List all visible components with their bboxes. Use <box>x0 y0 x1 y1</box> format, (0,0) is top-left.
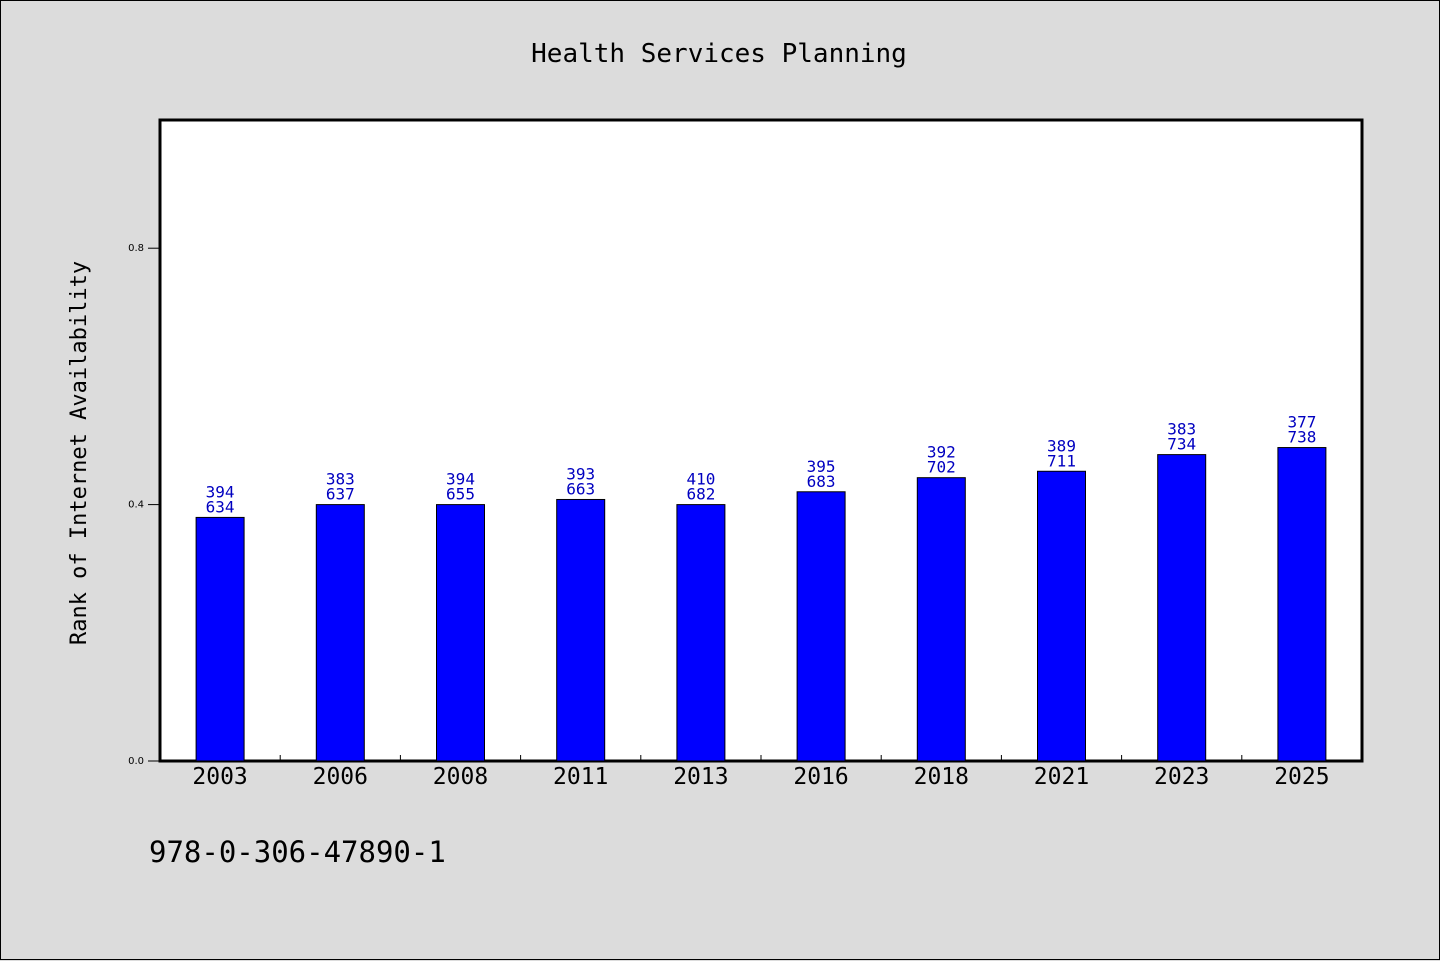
data-label-bottom-2021: 711 <box>1047 451 1076 470</box>
data-label-top-2025: 377 <box>1287 413 1316 432</box>
y-tick-label-2: 0.8 <box>128 243 144 254</box>
x-tick-label-2003: 2003 <box>192 764 247 790</box>
x-tick-label-2008: 2008 <box>433 764 488 790</box>
data-label-bottom-2003: 634 <box>206 497 235 516</box>
y-tick-label-0: 0.0 <box>128 756 144 767</box>
data-label-bottom-2016: 683 <box>807 472 836 491</box>
y-axis-ticks: 0.0 0.4 0.8 <box>128 243 160 767</box>
data-label-top-2006: 383 <box>326 470 355 489</box>
data-labels-layer: 3946343836373946553936634106823956833927… <box>206 413 1317 517</box>
data-label-bottom-2008: 655 <box>446 485 475 504</box>
data-label-top-2023: 383 <box>1167 420 1196 439</box>
x-tick-label-2021: 2021 <box>1034 764 1089 790</box>
data-label-bottom-2013: 682 <box>686 485 715 504</box>
data-label-bottom-2023: 734 <box>1167 435 1196 454</box>
x-tick-label-2006: 2006 <box>313 764 368 790</box>
bar-2023 <box>1157 454 1207 762</box>
bar-2011 <box>556 498 606 762</box>
bar-2016 <box>796 491 846 762</box>
x-tick-label-2013: 2013 <box>673 764 728 790</box>
data-label-top-2016: 395 <box>807 457 836 476</box>
x-tick-label-2023: 2023 <box>1154 764 1209 790</box>
chart-title: Health Services Planning <box>531 39 907 69</box>
bar-2018 <box>916 477 966 762</box>
data-label-bottom-2018: 702 <box>927 458 956 477</box>
isbn-footer: 978-0-306-47890-1 <box>149 835 446 869</box>
x-tick-label-2011: 2011 <box>553 764 608 790</box>
x-tick-label-2018: 2018 <box>914 764 969 790</box>
data-label-top-2011: 393 <box>566 464 595 483</box>
data-label-top-2003: 394 <box>206 482 235 501</box>
data-label-top-2018: 392 <box>927 443 956 462</box>
data-label-top-2008: 394 <box>446 470 475 489</box>
bars-layer <box>195 447 1327 762</box>
bar-2006 <box>315 504 365 762</box>
y-axis-label: Rank of Internet Availability <box>67 261 92 645</box>
bar-2008 <box>436 504 485 762</box>
x-tick-label-2016: 2016 <box>793 764 848 790</box>
data-label-bottom-2006: 637 <box>326 485 355 504</box>
data-label-bottom-2025: 738 <box>1287 428 1316 447</box>
y-tick-label-1: 0.4 <box>128 500 144 511</box>
x-axis-ticks: 2003 2006 2008 2011 2013 2016 2018 2021 2023 2025 <box>192 755 1330 790</box>
bar-2003 <box>195 516 245 762</box>
bar-2021 <box>1037 470 1086 762</box>
bar-2013 <box>676 504 726 762</box>
x-tick-label-2025: 2025 <box>1274 764 1329 790</box>
data-label-bottom-2011: 663 <box>566 479 595 498</box>
bar-2025 <box>1277 447 1327 762</box>
data-label-top-2013: 410 <box>686 470 715 489</box>
data-label-top-2021: 389 <box>1047 436 1076 455</box>
